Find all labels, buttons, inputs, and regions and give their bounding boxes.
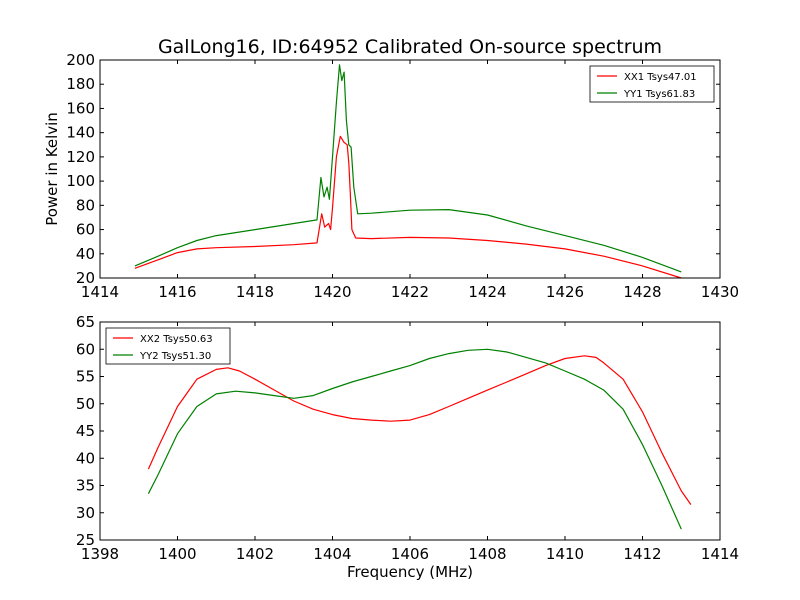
top-y-tick-label: 80 xyxy=(76,196,95,214)
bottom-x-tick-label: 1398 xyxy=(81,545,119,563)
bottom-y-tick-label: 45 xyxy=(76,422,95,440)
top-y-tick-label: 100 xyxy=(66,172,95,190)
top-y-tick-label: 120 xyxy=(66,148,95,166)
bottom-x-tick-label: 1406 xyxy=(391,545,429,563)
bottom-legend-label-2: YY2 Tsys51.30 xyxy=(139,351,211,362)
bottom-legend-box xyxy=(105,327,231,365)
bottom-y-tick-label: 60 xyxy=(76,340,95,358)
bottom-y-tick-label: 30 xyxy=(76,504,95,522)
top-y-tick-label: 60 xyxy=(76,221,95,239)
bottom-x-tick-label: 1408 xyxy=(468,545,506,563)
bottom-x-tick-label: 1402 xyxy=(236,545,274,563)
bottom-x-tick-label: 1404 xyxy=(313,545,351,563)
top-x-tick-label: 1416 xyxy=(158,283,196,301)
top-spectrum-plot: 1414 1416 1418 1420 1422 1424 1426 1428 1430 20 40… xyxy=(43,51,739,301)
top-legend-label-1: XX1 Tsys47.01 xyxy=(624,72,697,83)
top-x-tick-label: 1414 xyxy=(81,283,119,301)
top-y-tick-label: 140 xyxy=(66,124,95,142)
bottom-legend-label-1: XX2 Tsys50.63 xyxy=(140,334,213,345)
top-series-line-2 xyxy=(134,64,682,273)
bottom-y-tick-label: 40 xyxy=(76,449,95,467)
top-series-line-1 xyxy=(134,135,682,279)
bottom-x-tick-label: 1414 xyxy=(701,545,739,563)
bottom-x-tick-label: 1400 xyxy=(158,545,196,563)
bottom-y-tick-label: 50 xyxy=(76,395,95,413)
bottom-y-tick-label: 55 xyxy=(76,368,95,386)
top-x-tick-label: 1430 xyxy=(701,283,739,301)
top-y-tick-label: 40 xyxy=(76,245,95,263)
top-y-tick-label: 20 xyxy=(76,269,95,287)
top-y-axis-label: Power in Kelvin xyxy=(43,112,61,226)
bottom-x-tick-label: 1410 xyxy=(546,545,584,563)
top-legend-box xyxy=(589,65,715,103)
top-x-tick-label: 1424 xyxy=(468,283,506,301)
bottom-y-tick-label: 35 xyxy=(76,477,95,495)
bottom-series-line-1 xyxy=(147,355,692,505)
top-x-tick-label: 1418 xyxy=(236,283,274,301)
figure-title: GalLong16, ID:64952 Calibrated On-source… xyxy=(158,36,662,58)
bottom-x-axis-label: Frequency (MHz) xyxy=(347,563,473,581)
top-y-tick-label: 160 xyxy=(66,99,95,117)
bottom-x-tick-label: 1412 xyxy=(623,545,661,563)
bottom-y-tick-label: 65 xyxy=(76,313,95,331)
bottom-spectrum-plot: 1398 1400 1402 1404 1406 1408 1410 1412 1414 25 30… xyxy=(76,313,739,581)
top-y-tick-label: 180 xyxy=(66,75,95,93)
bottom-series-line-2 xyxy=(147,348,682,530)
top-x-tick-label: 1426 xyxy=(546,283,584,301)
top-x-tick-label: 1420 xyxy=(313,283,351,301)
bottom-y-tick-label: 25 xyxy=(76,531,95,549)
top-legend-label-2: YY1 Tsys61.83 xyxy=(623,89,695,100)
top-y-tick-label: 200 xyxy=(66,51,95,69)
top-x-tick-label: 1422 xyxy=(391,283,429,301)
top-x-tick-label: 1428 xyxy=(623,283,661,301)
